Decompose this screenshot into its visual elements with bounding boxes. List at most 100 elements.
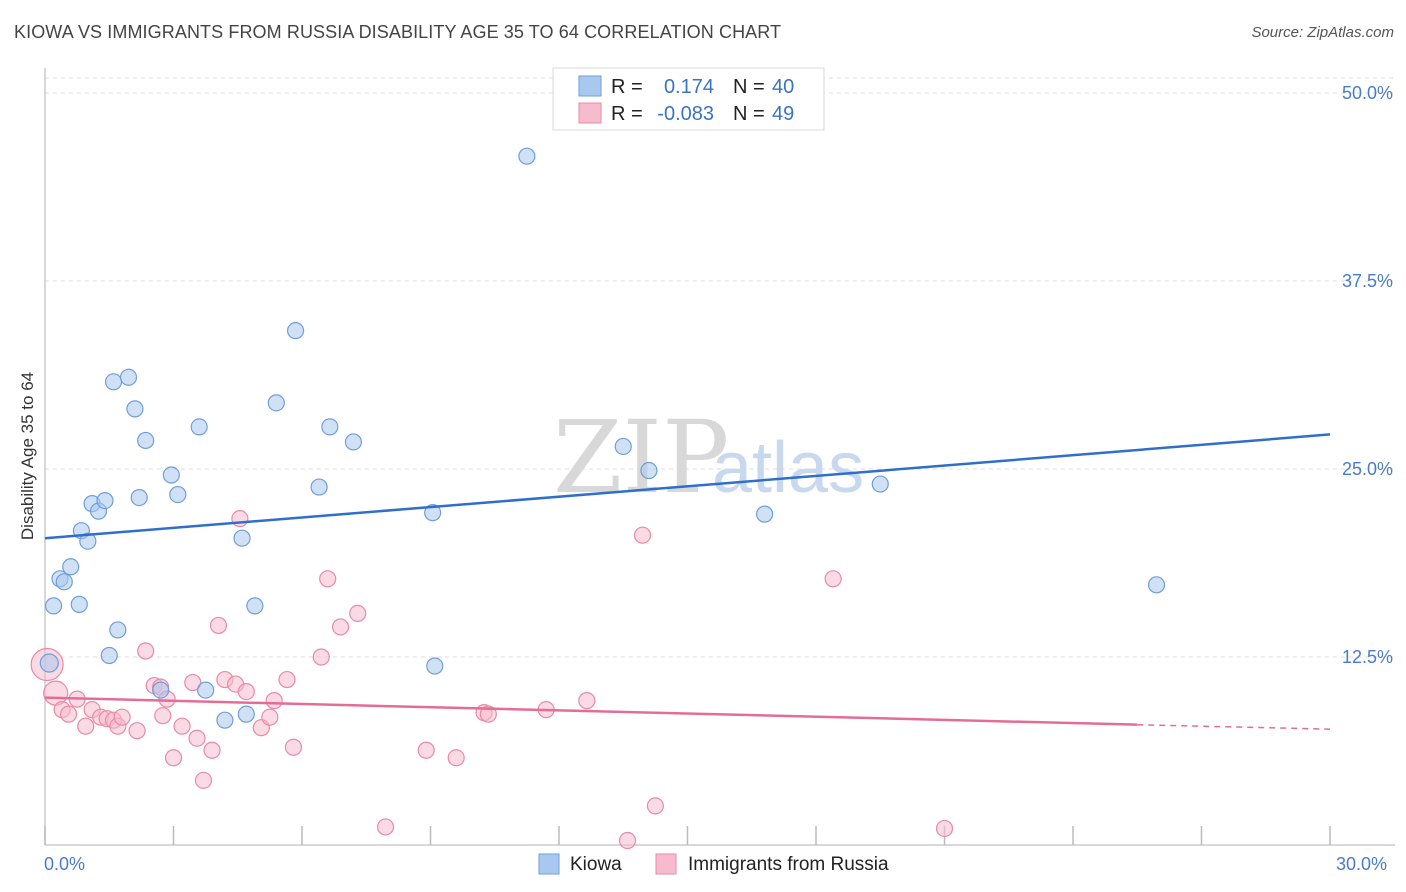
russia-point[interactable]: [77, 717, 95, 735]
russia-point[interactable]: [618, 831, 637, 850]
x-tick-label-min: 0.0%: [44, 854, 85, 874]
kiowa-point[interactable]: [286, 322, 305, 340]
russia-point[interactable]: [113, 708, 131, 726]
russia-point[interactable]: [479, 705, 497, 723]
russia-point[interactable]: [194, 771, 213, 789]
kiowa-point[interactable]: [100, 646, 118, 665]
russia-point[interactable]: [578, 692, 596, 710]
kiowa-point[interactable]: [104, 373, 123, 391]
series-kiowa: [39, 147, 1166, 729]
russia-point[interactable]: [284, 738, 303, 756]
kiowa-point[interactable]: [197, 681, 215, 699]
kiowa-point[interactable]: [119, 368, 138, 386]
russia-point[interactable]: [417, 741, 435, 759]
series-immigrants-from-russia: [30, 510, 954, 850]
kiowa-point[interactable]: [126, 400, 144, 418]
kiowa-point[interactable]: [44, 597, 63, 615]
kiowa-point[interactable]: [162, 466, 180, 484]
kiowa-point[interactable]: [216, 711, 234, 729]
kiowa-point[interactable]: [640, 461, 658, 480]
russia-point[interactable]: [184, 673, 202, 692]
kiowa-point[interactable]: [755, 505, 774, 523]
russia-point[interactable]: [646, 797, 664, 815]
kiowa-point[interactable]: [424, 504, 442, 522]
russia-point[interactable]: [59, 705, 78, 723]
kiowa-swatch: [578, 75, 602, 97]
bottom-legend-kiowa-label[interactable]: Kiowa: [570, 854, 622, 875]
kiowa-point[interactable]: [62, 558, 80, 576]
russia-n-label: N =: [733, 103, 765, 125]
russia-point[interactable]: [349, 604, 367, 622]
kiowa-trend-line: [44, 433, 1331, 540]
kiowa-point[interactable]: [130, 488, 148, 507]
russia-point[interactable]: [154, 707, 172, 725]
y-tick-label: 50.0%: [1342, 83, 1393, 103]
russia-point[interactable]: [319, 570, 337, 588]
kiowa-point[interactable]: [267, 394, 285, 412]
russia-point[interactable]: [173, 717, 191, 735]
kiowa-point[interactable]: [169, 485, 187, 504]
kiowa-point[interactable]: [190, 418, 208, 436]
russia-point[interactable]: [209, 616, 228, 635]
y-tick-label: 12.5%: [1342, 647, 1393, 667]
x-tick-label-max: 30.0%: [1336, 854, 1387, 874]
bottom-legend-kiowa-swatch[interactable]: [538, 853, 560, 875]
watermark-atlas: atlas: [712, 428, 864, 508]
russia-point[interactable]: [633, 526, 652, 544]
russia-point[interactable]: [231, 510, 249, 528]
grid: [45, 77, 1395, 658]
kiowa-point[interactable]: [70, 595, 88, 613]
bottom-legend-russia-label[interactable]: Immigrants from Russia: [688, 854, 889, 875]
russia-point[interactable]: [237, 682, 255, 701]
russia-point[interactable]: [265, 692, 283, 710]
russia-point[interactable]: [935, 819, 954, 838]
kiowa-point[interactable]: [426, 657, 444, 675]
russia-point[interactable]: [203, 741, 221, 759]
kiowa-point[interactable]: [310, 478, 328, 496]
russia-n-value: 49: [772, 103, 794, 125]
russia-point[interactable]: [278, 670, 296, 689]
kiowa-point[interactable]: [871, 475, 889, 493]
correlation-legend: R = 0.174 N = 40 R = -0.083 N = 49: [552, 67, 825, 131]
kiowa-point[interactable]: [152, 681, 170, 699]
kiowa-point[interactable]: [614, 437, 632, 456]
russia-point[interactable]: [376, 818, 395, 836]
russia-point[interactable]: [331, 618, 350, 636]
russia-point[interactable]: [312, 648, 330, 666]
y-tick-labels: 12.5% 25.0% 37.5% 50.0%: [1342, 83, 1393, 667]
russia-r-value: -0.083: [657, 103, 714, 125]
kiowa-point[interactable]: [79, 532, 97, 550]
chart-title: KIOWA VS IMMIGRANTS FROM RUSSIA DISABILI…: [14, 22, 782, 42]
kiowa-point[interactable]: [344, 433, 362, 451]
trend-lines: [44, 433, 1331, 730]
russia-r-label: R =: [611, 103, 643, 125]
russia-point[interactable]: [188, 729, 206, 747]
russia-point[interactable]: [137, 642, 155, 660]
kiowa-point[interactable]: [96, 492, 114, 510]
kiowa-point[interactable]: [246, 597, 264, 615]
russia-trend-extension: [1137, 723, 1331, 730]
kiowa-point[interactable]: [39, 653, 59, 673]
kiowa-r-value: 0.174: [664, 76, 714, 98]
kiowa-point[interactable]: [233, 529, 251, 547]
kiowa-point[interactable]: [55, 573, 73, 591]
russia-point[interactable]: [261, 708, 279, 726]
kiowa-point[interactable]: [518, 147, 536, 165]
bottom-legend-russia-swatch[interactable]: [655, 853, 677, 875]
y-tick-label: 25.0%: [1342, 459, 1393, 479]
russia-point[interactable]: [447, 749, 465, 767]
y-tick-label: 37.5%: [1342, 271, 1393, 291]
kiowa-point[interactable]: [321, 418, 339, 436]
russia-trend-line: [44, 696, 1138, 726]
russia-point[interactable]: [164, 749, 183, 767]
russia-point[interactable]: [128, 722, 146, 740]
kiowa-point[interactable]: [237, 705, 255, 723]
kiowa-r-label: R =: [611, 76, 643, 98]
source-label: Source: ZipAtlas.com: [1251, 24, 1394, 41]
russia-point[interactable]: [824, 570, 842, 588]
kiowa-point[interactable]: [109, 621, 127, 639]
y-axis-label: Disability Age 35 to 64: [18, 372, 37, 540]
kiowa-point[interactable]: [137, 431, 155, 450]
russia-swatch: [578, 102, 602, 124]
kiowa-point[interactable]: [1147, 576, 1166, 594]
